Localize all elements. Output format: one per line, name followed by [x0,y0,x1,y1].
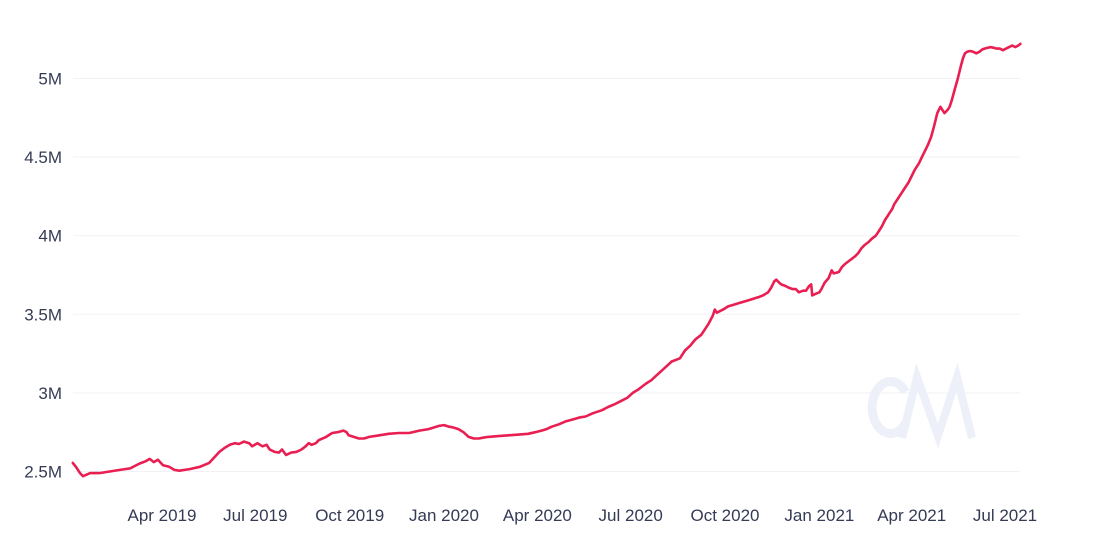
watermark-c-glyph [867,377,910,438]
data-series-line [71,42,1022,478]
y-tick-label: 4.5M [24,148,62,167]
y-tick-label: 5M [38,70,62,89]
x-tick-label: Oct 2019 [315,506,384,525]
gridlines [73,78,1020,472]
x-tick-label: Jul 2020 [599,506,663,525]
x-tick-label: Jul 2021 [973,506,1037,525]
x-tick-label: Oct 2020 [691,506,760,525]
x-tick-label: Jan 2021 [784,506,854,525]
y-tick-label: 3M [38,384,62,403]
y-tick-label: 3.5M [24,305,62,324]
x-tick-label: Jul 2019 [223,506,287,525]
y-axis-labels: 5M 4.5M 4M 3.5M 3M 2.5M [24,70,62,482]
x-tick-label: Jan 2020 [409,506,479,525]
x-axis-labels: Apr 2019 Jul 2019 Oct 2019 Jan 2020 Apr 2020… [128,506,1038,525]
x-tick-label: Apr 2021 [877,506,946,525]
x-tick-label: Apr 2020 [503,506,572,525]
y-tick-label: 4M [38,227,62,246]
coinmetrics-watermark-logo [867,362,976,449]
x-tick-label: Apr 2019 [128,506,197,525]
y-tick-label: 2.5M [24,463,62,482]
watermark-m-glyph [898,362,976,449]
